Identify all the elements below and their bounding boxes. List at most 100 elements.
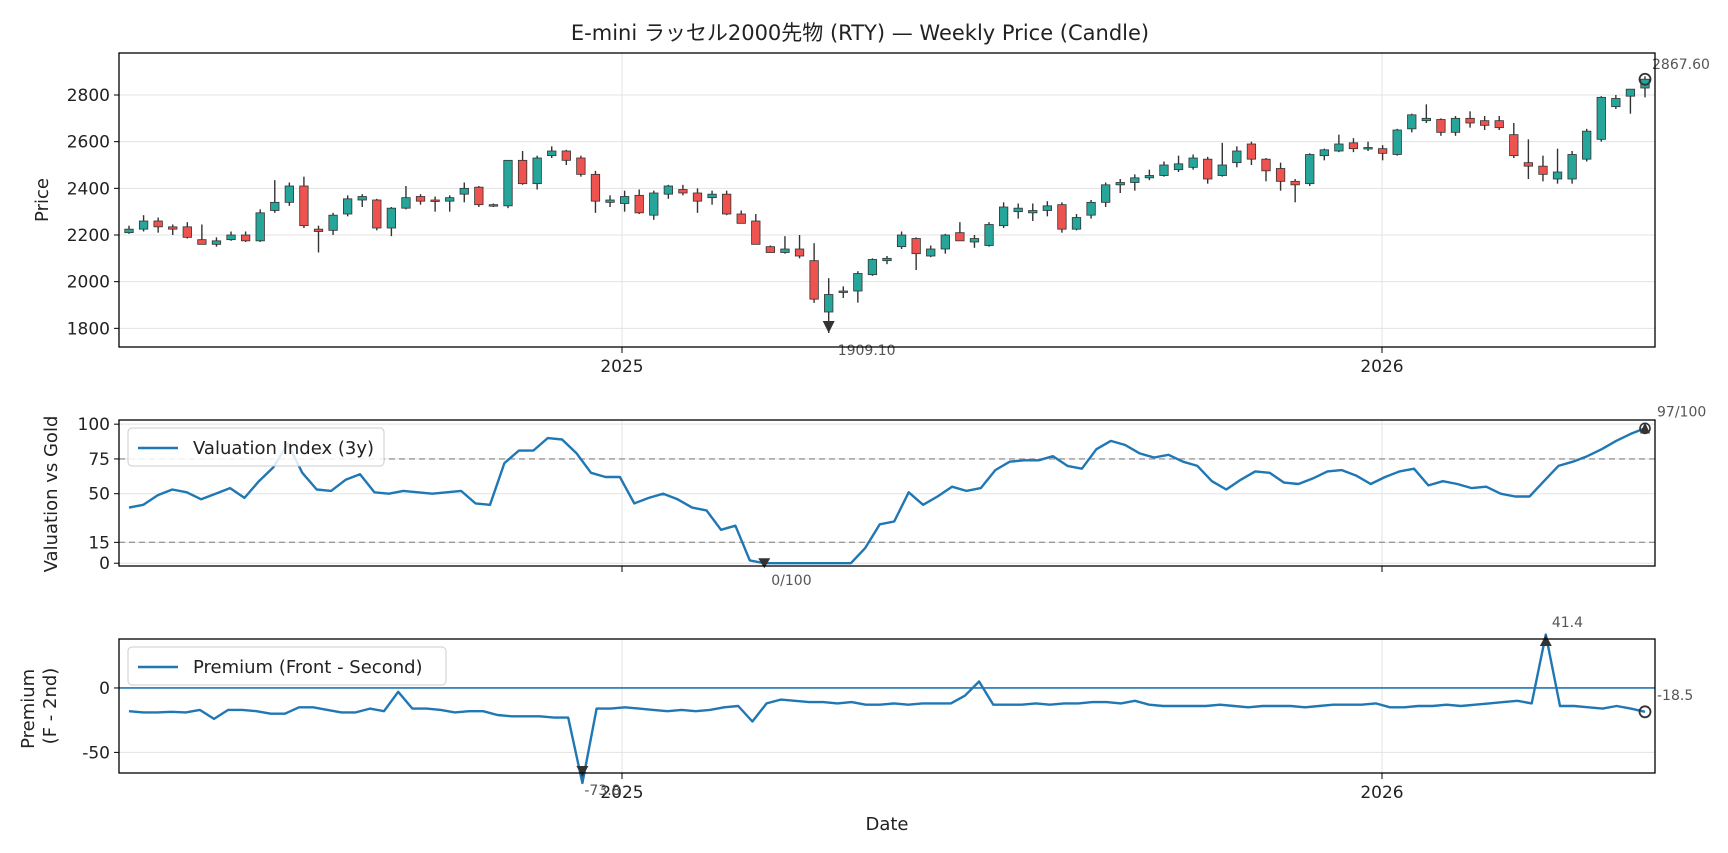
- candle-body-down: [1348, 142, 1359, 150]
- candle-body-down: [634, 194, 644, 214]
- low-marker-triangle: [822, 321, 835, 333]
- candle-body-down: [197, 239, 207, 245]
- candle-body-up: [649, 192, 659, 216]
- candle-body-up: [1188, 157, 1198, 168]
- premium-y-axis-label: Premium (F - 2nd): [18, 663, 61, 749]
- candle-body-up: [1567, 154, 1577, 180]
- valuation-last-marker: [1640, 422, 1650, 434]
- candle-body-down: [1509, 134, 1519, 157]
- candle-body-up: [707, 193, 717, 199]
- candle-body-up: [1596, 96, 1606, 140]
- candle-body-up: [1159, 164, 1169, 176]
- price-y-tick-label: 2600: [67, 133, 110, 153]
- candle-body-up: [1115, 182, 1125, 186]
- premium-line-layer: [128, 633, 1646, 785]
- valuation-line-layer: [128, 427, 1646, 565]
- candle-body-down: [809, 260, 819, 300]
- candle-body-down: [153, 220, 163, 228]
- chart-title: E-mini ラッセル2000先物 (RTY) — Weekly Price (…: [571, 21, 1149, 45]
- candle-body-up: [619, 196, 630, 204]
- candle-body-up: [853, 273, 863, 292]
- candle-body-up: [838, 290, 848, 293]
- candle-body-down: [299, 185, 309, 227]
- candle-body-down: [168, 226, 178, 230]
- candle-body-up: [984, 224, 994, 246]
- candle-body-up: [226, 234, 236, 241]
- low-marker-label: 1909.10: [838, 343, 896, 359]
- candle-body-up: [270, 201, 280, 211]
- candle-body-up: [532, 157, 542, 185]
- candle-body-up: [1552, 171, 1563, 180]
- candle-body-down: [1480, 120, 1490, 126]
- premium-grid: [119, 639, 1655, 773]
- price-y-tick-label: 2000: [67, 273, 110, 293]
- candle-body-up: [1363, 147, 1373, 150]
- valuation-panel-frame: [118, 419, 1656, 567]
- candle-body-up: [1144, 175, 1155, 179]
- price-panel-frame: [118, 52, 1656, 348]
- valuation-y-tick-label: 15: [88, 533, 110, 553]
- candle-body-up: [503, 159, 513, 207]
- candle-body-up: [882, 257, 892, 262]
- valuation-annotations: 0/100 97/100: [758, 404, 1706, 589]
- candle-body-down: [182, 226, 192, 238]
- candle-body-down: [1290, 180, 1300, 186]
- premium-y-tick-label: -50: [82, 743, 110, 763]
- valuation-y-tick-label: 0: [99, 554, 110, 574]
- candle-body-down: [692, 192, 703, 202]
- candle-body-up: [1173, 163, 1184, 171]
- candle-body-up: [1421, 117, 1431, 122]
- price-candles: [124, 76, 1650, 333]
- valuation-series-line: [128, 427, 1646, 565]
- candle-body-down: [1494, 120, 1504, 129]
- premium-y-axis-label-line2: (F - 2nd): [40, 668, 61, 745]
- candle-body-up: [328, 214, 338, 231]
- premium-y-axis-label-line1: Premium: [18, 669, 39, 749]
- candle-body-down: [1261, 158, 1271, 172]
- candle-body-down: [517, 159, 528, 185]
- candle-body-down: [1275, 168, 1286, 182]
- price-y-tick-label: 1800: [67, 319, 110, 339]
- candle-body-up: [284, 185, 294, 203]
- premium-min-label: -73.8: [584, 783, 620, 799]
- candle-body-up: [780, 248, 790, 253]
- candle-body-up: [1028, 210, 1038, 214]
- last-marker-label: 2867.60: [1652, 57, 1710, 73]
- candle-body-down: [736, 213, 746, 224]
- premium-legend-label: Premium (Front - Second): [193, 657, 423, 678]
- valuation-y-tick-label: 100: [78, 415, 110, 435]
- candle-body-up: [1232, 150, 1242, 164]
- candle-body-up: [547, 150, 557, 157]
- candle-body-down: [430, 199, 440, 202]
- candle-body-down: [1057, 204, 1067, 230]
- premium-last-label: -18.5: [1657, 688, 1693, 704]
- candle-body-up: [1071, 217, 1082, 230]
- candle-body-up: [663, 185, 673, 195]
- candle-body-up: [1625, 88, 1636, 97]
- candle-body-up: [401, 197, 411, 209]
- valuation-legend-label: Valuation Index (3y): [193, 438, 374, 459]
- candle-body-up: [357, 196, 367, 201]
- candle-body-down: [722, 193, 732, 215]
- valuation-legend: Valuation Index (3y): [127, 427, 385, 467]
- candle-body-down: [474, 186, 484, 206]
- candle-body-up: [1450, 117, 1461, 133]
- candle-body-down: [372, 199, 382, 229]
- price-x-ticks: 2025 2026: [600, 347, 1404, 377]
- candle-body-up: [1130, 177, 1140, 183]
- candle-body-up: [1319, 149, 1329, 157]
- premium-legend-box: [127, 646, 447, 686]
- premium-x-tick-label: 2026: [1360, 783, 1403, 803]
- candle-body-up: [255, 212, 265, 242]
- candle-body-down: [1523, 162, 1534, 167]
- candle-body-up: [124, 228, 134, 234]
- valuation-y-axis-label: Valuation vs Gold: [41, 416, 62, 573]
- price-x-tick-label: 2026: [1360, 357, 1403, 377]
- candle-body-up: [459, 187, 469, 195]
- candle-body-down: [1246, 143, 1257, 160]
- candle-body-up: [138, 220, 149, 230]
- price-x-tick-label: 2025: [600, 357, 643, 377]
- candle-body-up: [488, 204, 499, 207]
- candle-body-up: [867, 259, 878, 276]
- candle-body-down: [240, 234, 251, 242]
